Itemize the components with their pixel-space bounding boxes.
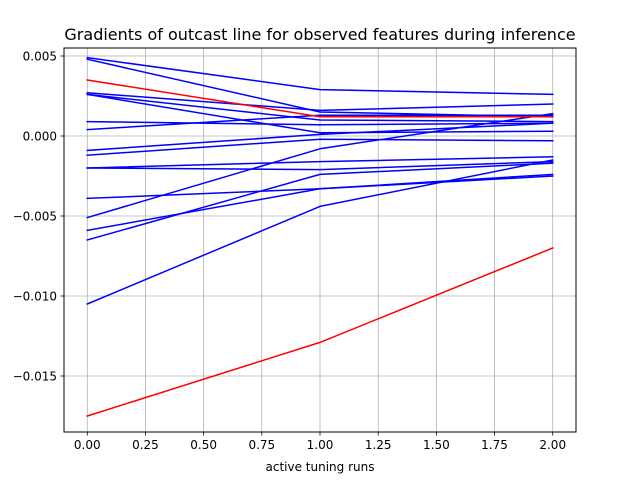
series-line-5 [86, 93, 554, 134]
grid [64, 48, 576, 432]
series-line-18 [86, 247, 554, 417]
x-tick-label: 0.50 [190, 438, 217, 452]
series-line-6 [86, 120, 554, 126]
series-line-11 [86, 160, 554, 171]
series-line-1 [86, 56, 554, 96]
x-tick-label: 1.50 [423, 438, 450, 452]
series-line-4 [86, 93, 554, 123]
x-tick-label: 0.25 [132, 438, 159, 452]
series-line-9 [86, 138, 554, 156]
series-line-10 [86, 156, 554, 169]
chart-title: Gradients of outcast line for observed f… [64, 25, 575, 44]
series-line-14 [86, 173, 554, 232]
x-tick-label: 1.25 [365, 438, 392, 452]
x-tick-label: 2.00 [539, 438, 566, 452]
axis-ticks: 0.00 0.25 0.50 0.75 1.00 1.25 1.50 1.75 2.00 0.00… [13, 50, 567, 453]
series-line-15 [86, 162, 554, 241]
y-tick-label: −0.015 [13, 370, 57, 384]
x-tick-label: 1.00 [307, 438, 334, 452]
y-tick-label: 0.005 [23, 50, 57, 64]
y-tick-label: −0.005 [13, 210, 57, 224]
x-tick-label: 0.75 [248, 438, 275, 452]
series-line-3 [86, 91, 554, 112]
x-axis-label: active tuning runs [266, 460, 375, 474]
y-tick-label: 0.000 [23, 130, 57, 144]
series-line-17 [86, 79, 554, 118]
series-line-16 [86, 159, 554, 305]
y-tick-label: −0.010 [13, 290, 57, 304]
series-lines [86, 56, 554, 417]
series-line-13 [86, 112, 554, 219]
series-line-8 [86, 122, 554, 152]
series-line-7 [86, 114, 554, 131]
x-tick-label: 0.00 [74, 438, 101, 452]
x-tick-label: 1.75 [481, 438, 508, 452]
